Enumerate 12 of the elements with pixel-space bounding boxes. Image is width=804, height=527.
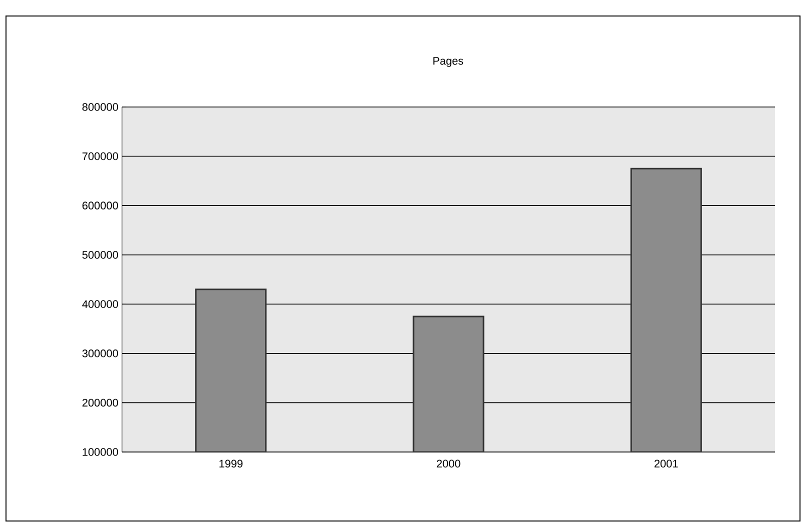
x-tick-label: 1999 (219, 460, 243, 468)
y-tick-label: 100000 (82, 448, 118, 456)
x-tick-label: 2001 (654, 460, 678, 468)
x-tick-label: 2000 (436, 460, 460, 468)
y-tick-label: 300000 (82, 350, 118, 358)
y-tick-label: 800000 (82, 103, 118, 111)
chart-title: Pages (433, 57, 464, 67)
y-tick-label: 700000 (82, 152, 118, 160)
y-tick-label: 400000 (82, 300, 118, 308)
y-tick-label: 500000 (82, 250, 118, 259)
y-tick-label: 600000 (82, 202, 118, 210)
y-tick-label: 200000 (82, 398, 118, 407)
